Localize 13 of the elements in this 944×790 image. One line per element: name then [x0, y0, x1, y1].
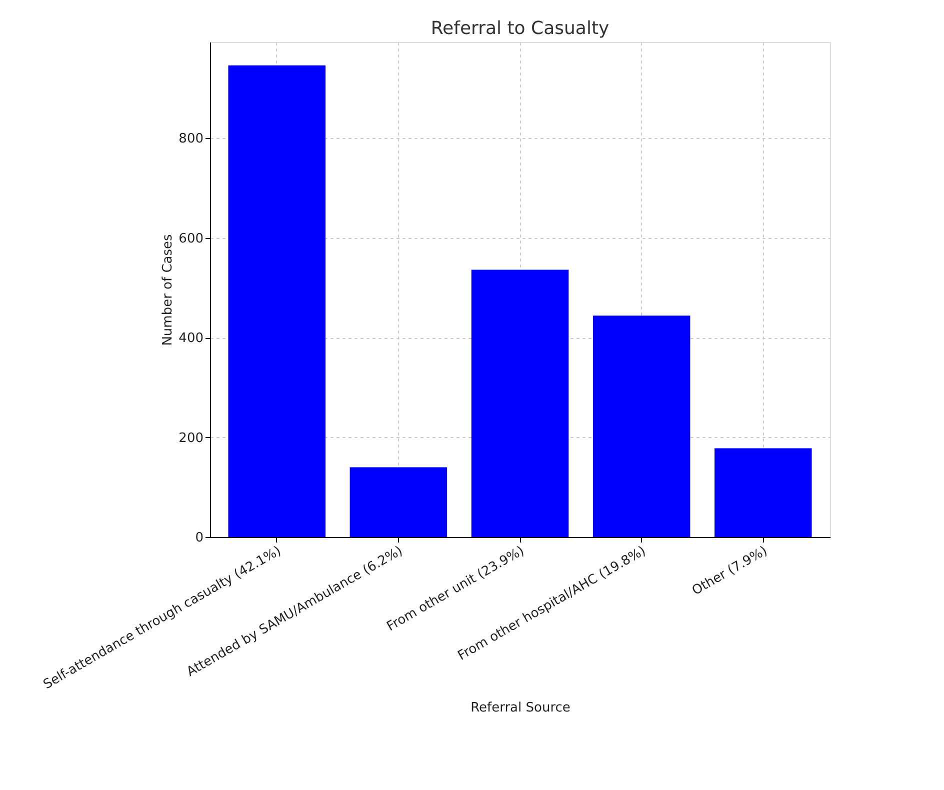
- y-tick-label: 400: [178, 331, 204, 346]
- x-axis-title: Referral Source: [470, 700, 570, 716]
- chart-title: Referral to Casualty: [430, 18, 610, 39]
- bar: [592, 316, 690, 537]
- y-tick-label: 0: [195, 530, 204, 546]
- y-tick-label: 600: [178, 231, 204, 246]
- bar: [714, 448, 812, 537]
- bar: [350, 467, 448, 537]
- y-axis-title: Number of Cases: [160, 234, 176, 346]
- bar: [228, 65, 326, 537]
- bar: [471, 270, 569, 537]
- y-tick-label: 800: [178, 132, 204, 147]
- y-tick-label: 200: [178, 430, 204, 446]
